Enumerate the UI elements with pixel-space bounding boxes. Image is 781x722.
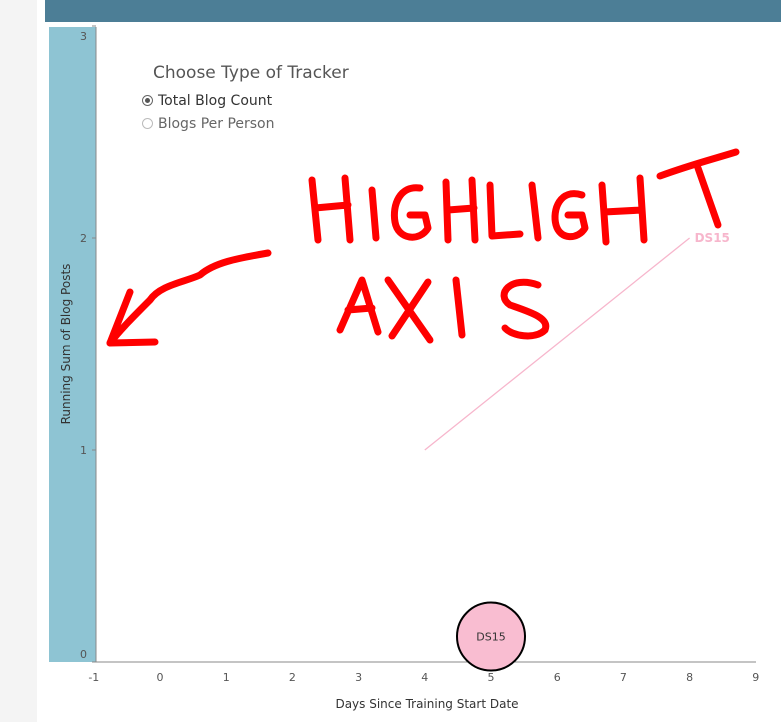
x-tick-label: 9 [752,671,759,684]
ds15-marker[interactable] [456,601,526,672]
x-tick-label: 1 [223,671,230,684]
radio-selected-icon[interactable] [142,95,153,106]
left-gutter [0,0,37,722]
annotation-highlight-axis [106,148,740,347]
series-end-label: DS15 [695,231,730,245]
x-axis-title: Days Since Training Start Date [335,697,518,711]
x-tick-label: 4 [421,671,428,684]
dashboard-header-band [45,0,781,22]
x-tick-label: -1 [88,671,99,684]
marker-label: DS15 [476,631,505,644]
x-tick-label: 8 [686,671,693,684]
y-tick-label: 3 [80,30,87,43]
y-tick-label: 0 [80,648,87,661]
x-tick-label: 3 [355,671,362,684]
option-total-blog-count[interactable]: Total Blog Count [142,89,349,112]
arrow-icon [106,249,272,347]
y-axis-highlight[interactable] [49,27,96,662]
option-blogs-per-person[interactable]: Blogs Per Person [142,112,349,135]
y-axis-title: Running Sum of Blog Posts [59,264,73,425]
y-tick-label: 1 [80,444,87,457]
radio-unselected-icon[interactable] [142,118,153,129]
x-tick-label: 5 [488,671,495,684]
y-tick-label: 2 [80,232,87,245]
tracker-type-selector: Choose Type of Tracker Total Blog Count … [142,63,349,135]
option-label: Blogs Per Person [158,115,275,132]
series-line-ds15[interactable] [424,237,691,451]
x-tick-label: 0 [157,671,164,684]
tracker-title: Choose Type of Tracker [153,63,349,83]
x-tick-label: 7 [620,671,627,684]
option-label: Total Blog Count [158,92,273,109]
x-tick-label: 2 [289,671,296,684]
x-tick-label: 6 [554,671,561,684]
